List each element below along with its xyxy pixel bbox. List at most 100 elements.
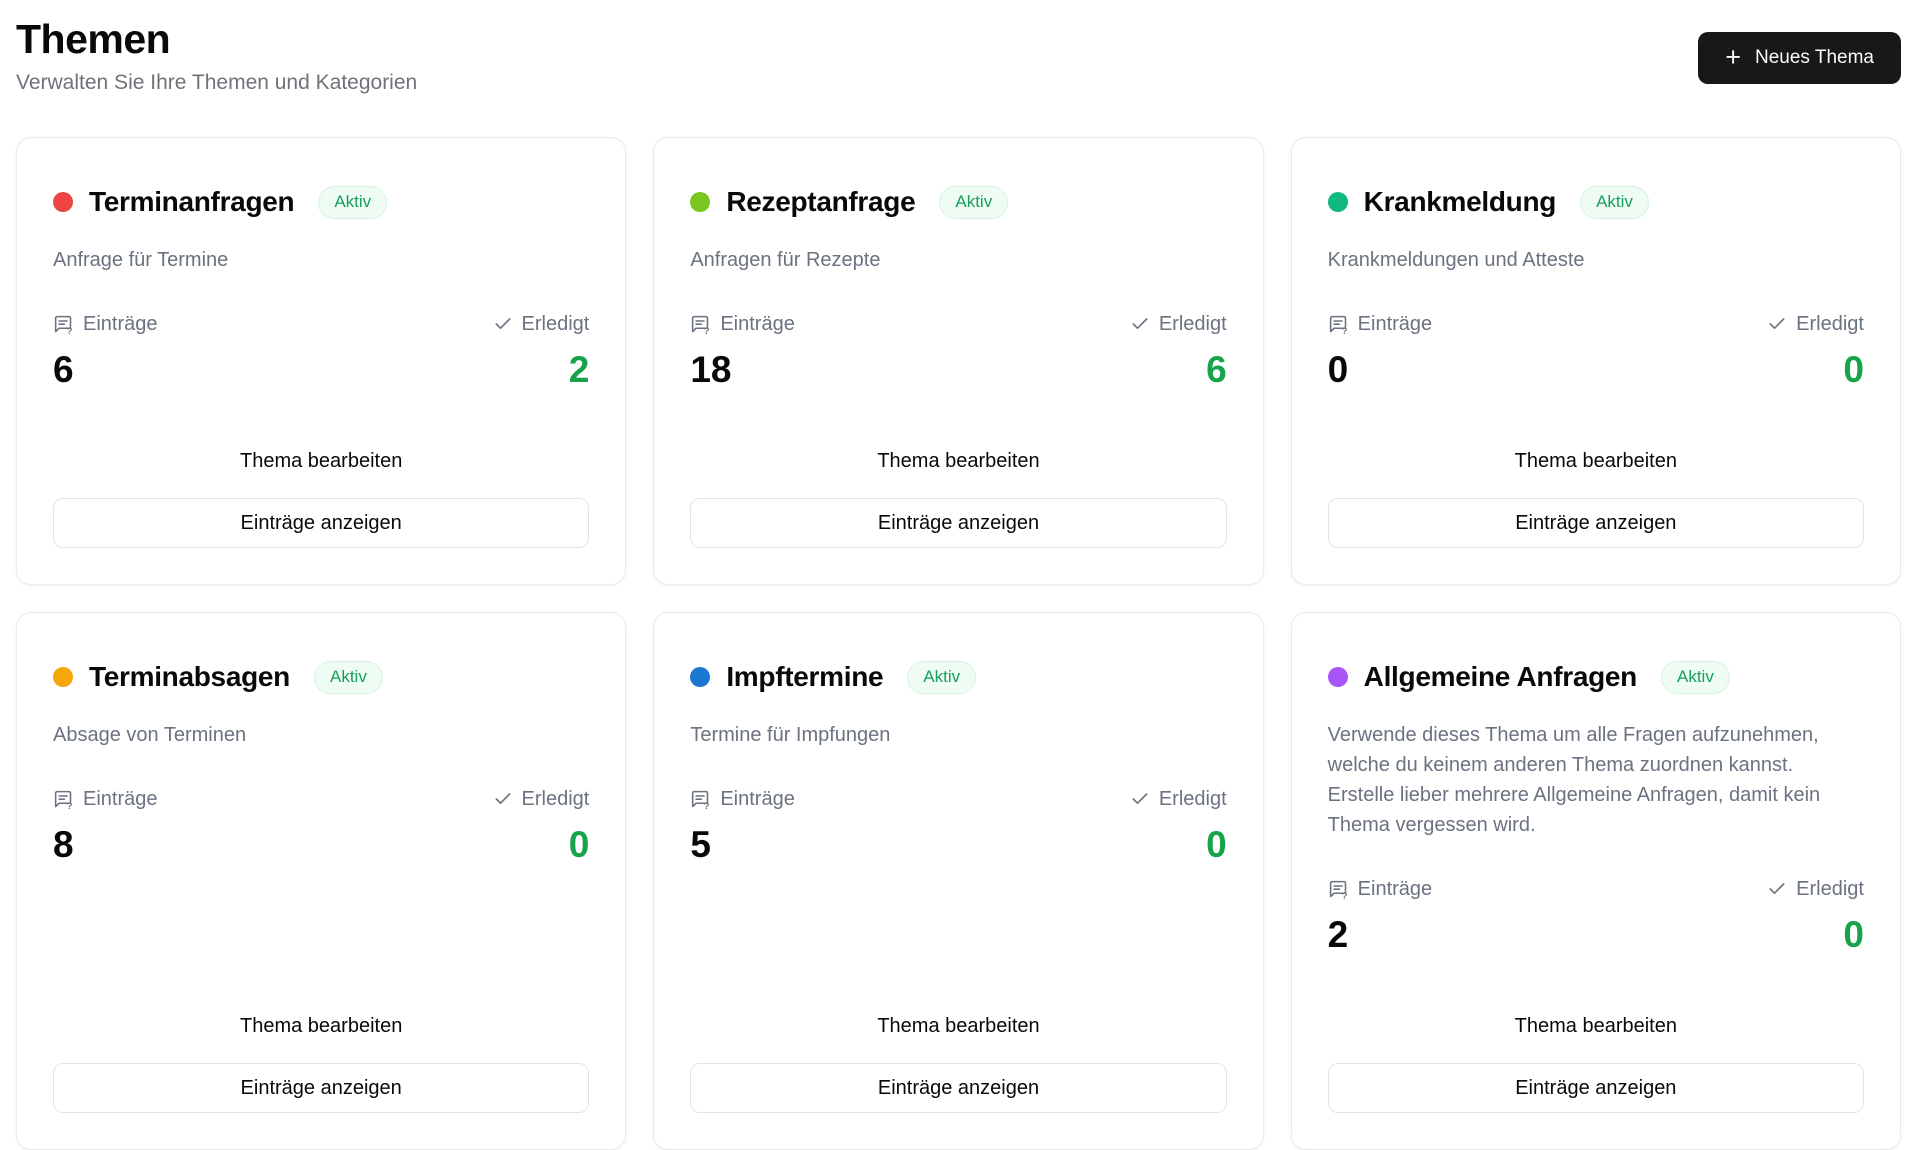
edit-topic-button[interactable]: Thema bearbeiten — [53, 1007, 589, 1046]
status-badge: Aktiv — [313, 661, 383, 694]
done-count: 0 — [1843, 348, 1864, 390]
svg-text:?: ? — [67, 326, 73, 335]
message-square-icon: ? — [53, 789, 74, 810]
page-header: Themen Verwalten Sie Ihre Themen und Kat… — [16, 16, 1901, 95]
edit-topic-button[interactable]: Thema bearbeiten — [53, 442, 589, 481]
topic-card-header: Terminanfragen Aktiv — [53, 186, 589, 219]
topic-description: Krankmeldungen und Atteste — [1327, 248, 1585, 271]
stats-values-row: 6 2 — [53, 348, 590, 391]
page-subtitle: Verwalten Sie Ihre Themen und Kategorien — [16, 71, 418, 95]
show-entries-button[interactable]: Einträge anzeigen — [690, 1063, 1227, 1114]
done-label-group: Erledigt — [493, 312, 590, 336]
new-topic-button[interactable]: + Neues Thema — [1698, 32, 1901, 84]
topic-description: Absage von Terminen — [53, 723, 247, 746]
svg-text:?: ? — [1341, 326, 1347, 335]
topic-card-footer: Thema bearbeiten Einträge anzeigen — [1327, 390, 1864, 549]
done-label: Erledigt — [521, 787, 590, 810]
stats-labels-row: ? Einträge Erledigt — [1328, 313, 1864, 336]
edit-topic-button[interactable]: Thema bearbeiten — [1328, 1007, 1864, 1046]
done-label: Erledigt — [1796, 877, 1864, 900]
done-label-group: Erledigt — [493, 787, 590, 811]
done-label: Erledigt — [1158, 787, 1227, 810]
svg-text:?: ? — [67, 801, 73, 810]
entries-count: 2 — [1327, 913, 1349, 955]
done-count: 0 — [1843, 913, 1864, 955]
check-icon — [1767, 314, 1787, 334]
done-label-group: Erledigt — [1130, 788, 1227, 811]
topic-card-header: Impftermine Aktiv — [690, 661, 1226, 694]
topic-description: Anfragen für Rezepte — [690, 248, 881, 271]
entries-label: Einträge — [720, 787, 795, 810]
entries-label: Einträge — [83, 787, 158, 810]
message-square-icon: ? — [690, 789, 711, 810]
entries-count: 8 — [53, 823, 74, 865]
stats-labels-row: ? Einträge Erledigt — [1328, 878, 1864, 901]
show-entries-button[interactable]: Einträge anzeigen — [1327, 498, 1864, 549]
topic-card: Allgemeine Anfragen Aktiv Verwende diese… — [1290, 612, 1901, 1150]
topic-title: Impftermine — [726, 661, 884, 693]
entries-label-group: ? Einträge — [690, 313, 795, 336]
topics-grid: Terminanfragen Aktiv Anfrage für Termine… — [16, 137, 1901, 1150]
topic-card-footer: Thema bearbeiten Einträge anzeigen — [1327, 955, 1864, 1114]
check-icon — [1767, 879, 1787, 899]
entries-label-group: ? Einträge — [53, 788, 158, 811]
topic-description: Verwende dieses Thema um alle Fragen auf… — [1327, 723, 1821, 836]
topic-card: Impftermine Aktiv Termine für Impfungen … — [653, 612, 1264, 1150]
topic-color-dot — [53, 192, 73, 213]
done-label-group: Erledigt — [1767, 313, 1864, 336]
topic-card: Rezeptanfrage Aktiv Anfragen für Rezepte… — [653, 137, 1264, 586]
topic-card-footer: Thema bearbeiten Einträge anzeigen — [690, 955, 1227, 1114]
entries-count: 6 — [53, 348, 74, 390]
done-count: 0 — [1206, 823, 1227, 865]
done-count: 2 — [568, 348, 590, 390]
entries-label-group: ? Einträge — [1328, 312, 1433, 336]
topic-card-header: Terminabsagen Aktiv — [53, 661, 589, 694]
topic-title: Rezeptanfrage — [726, 186, 916, 218]
topic-description: Anfrage für Termine — [53, 248, 229, 271]
check-icon — [493, 314, 513, 334]
entries-label: Einträge — [1357, 312, 1433, 335]
topic-card-footer: Thema bearbeiten Einträge anzeigen — [53, 390, 590, 549]
stats-labels-row: ? Einträge Erledigt — [53, 788, 589, 811]
topic-color-dot — [1327, 667, 1348, 688]
edit-topic-button[interactable]: Thema bearbeiten — [1328, 442, 1864, 481]
edit-topic-button[interactable]: Thema bearbeiten — [690, 1007, 1226, 1046]
entries-count: 0 — [1327, 348, 1349, 390]
entries-label: Einträge — [720, 312, 795, 335]
topic-title: Terminabsagen — [89, 661, 290, 693]
done-label: Erledigt — [521, 312, 590, 335]
stats-values-row: 0 0 — [1327, 348, 1864, 391]
message-square-icon: ? — [53, 314, 74, 335]
topic-card-header: Rezeptanfrage Aktiv — [690, 186, 1226, 219]
topic-title: Allgemeine Anfragen — [1363, 661, 1638, 693]
entries-label-group: ? Einträge — [690, 788, 795, 811]
show-entries-button[interactable]: Einträge anzeigen — [1327, 1063, 1864, 1114]
done-label: Erledigt — [1796, 312, 1864, 335]
topic-card: Terminanfragen Aktiv Anfrage für Termine… — [16, 137, 627, 586]
stats-labels-row: ? Einträge Erledigt — [53, 313, 589, 336]
status-badge: Aktiv — [939, 186, 1009, 219]
topic-card-footer: Thema bearbeiten Einträge anzeigen — [53, 955, 590, 1114]
message-square-icon: ? — [1328, 879, 1349, 900]
entries-label-group: ? Einträge — [53, 313, 158, 336]
message-square-icon: ? — [1328, 314, 1349, 335]
page-heading-group: Themen Verwalten Sie Ihre Themen und Kat… — [16, 16, 417, 95]
edit-topic-button[interactable]: Thema bearbeiten — [690, 442, 1226, 481]
svg-text:?: ? — [1341, 891, 1347, 900]
show-entries-button[interactable]: Einträge anzeigen — [53, 498, 590, 549]
message-square-icon: ? — [690, 314, 711, 335]
new-topic-button-label: Neues Thema — [1755, 47, 1874, 68]
topic-color-dot — [690, 667, 711, 688]
status-badge: Aktiv — [1660, 661, 1730, 694]
stats-values-row: 5 0 — [690, 823, 1227, 866]
check-icon — [493, 789, 513, 809]
done-count: 0 — [568, 823, 590, 865]
done-count: 6 — [1206, 348, 1227, 390]
entries-label: Einträge — [1357, 877, 1433, 900]
show-entries-button[interactable]: Einträge anzeigen — [690, 498, 1227, 549]
done-label: Erledigt — [1158, 312, 1227, 335]
show-entries-button[interactable]: Einträge anzeigen — [53, 1063, 590, 1114]
topic-card-footer: Thema bearbeiten Einträge anzeigen — [690, 390, 1227, 549]
topic-title: Terminanfragen — [89, 186, 295, 218]
entries-label: Einträge — [83, 312, 158, 335]
